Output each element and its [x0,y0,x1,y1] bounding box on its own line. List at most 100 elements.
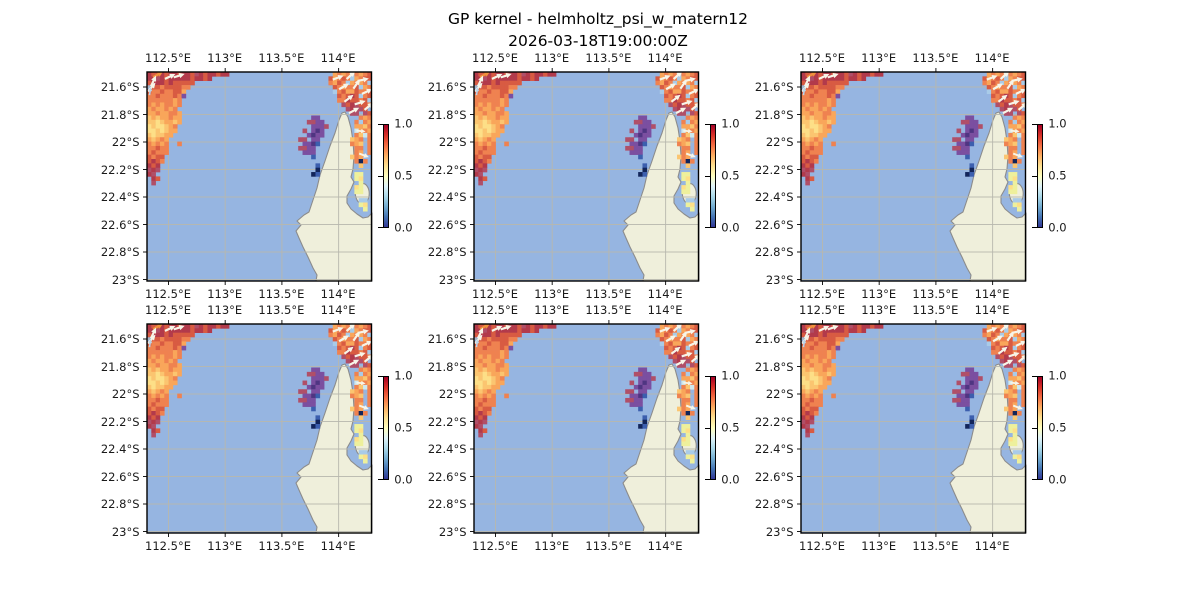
heatmap-cell [499,332,505,338]
heatmap-cell [345,341,350,347]
heatmap-cell [150,393,156,399]
heatmap-cell [826,371,832,377]
heatmap-cell [353,154,359,160]
heatmap-cell [477,371,483,377]
heatmap-cell [964,115,970,121]
heatmap-cell [672,337,677,342]
heatmap-cell [1007,345,1013,351]
heatmap-cell [473,376,479,381]
heatmap-cell [486,72,492,77]
heatmap-cell [168,376,173,381]
heatmap-cell [155,141,160,147]
y-tick-label: 22.2°S [100,162,140,177]
heatmap-cell [332,337,337,342]
heatmap-cell [473,80,479,86]
heatmap-cell [633,132,638,138]
heatmap-cell [680,411,686,416]
heatmap-cell [495,76,500,81]
heatmap-cell [349,137,355,142]
heatmap-cell [830,371,836,377]
heatmap-cell [685,411,690,416]
heatmap-cell [155,376,160,381]
heatmap-cell [1016,337,1022,342]
heatmap-cell [159,354,165,360]
y-tick-label: 22.6°S [100,217,140,232]
heatmap-cell [495,328,500,333]
heatmap-cell [155,106,160,112]
heatmap-cell [310,371,316,377]
heatmap-cell [1003,363,1009,368]
heatmap-cell [994,98,1000,103]
heatmap-cell [973,119,978,125]
y-tick-label: 22.8°S [754,497,794,511]
heatmap-cell [163,354,169,360]
heatmap-cell [680,424,686,429]
heatmap-cell [693,376,699,381]
heatmap-cell [1012,85,1017,90]
heatmap-cell [163,397,169,403]
heatmap-cell [830,393,836,399]
x-tick-label-bottom: 114°E [647,287,683,301]
heatmap-cell [366,128,372,134]
heatmap-cell [546,72,552,77]
heatmap-cell [486,145,492,151]
y-tick-label: 22°S [111,135,140,149]
heatmap-cell [1007,363,1013,368]
heatmap-cell [1012,367,1017,373]
x-tick-label-top: 113.5°E [258,303,305,317]
heatmap-cell [358,367,363,373]
heatmap-cell [362,354,368,360]
heatmap-cell [366,350,372,355]
heatmap-cell [809,163,814,168]
heatmap-cell [826,98,832,103]
heatmap-cell [809,393,814,399]
heatmap-cell [813,345,819,351]
colorbar-tick-label: 0.0 [721,220,740,235]
colorbar-tick-label: 0.0 [721,472,740,487]
subplot-panel-r2c1 [141,318,508,539]
heatmap-cell [168,358,173,364]
y-tick-label: 22.4°S [754,442,794,456]
heatmap-cell [680,89,686,95]
heatmap-cell [804,411,810,416]
heatmap-cell [349,76,355,81]
quiver-arrow-icon [1014,88,1026,95]
heatmap-cell [332,89,337,95]
heatmap-cell [482,345,487,351]
heatmap-cell [663,80,669,86]
heatmap-cell [629,393,634,399]
heatmap-cell [163,363,169,368]
heatmap-cell [964,124,970,129]
quiver-arrow-icon [149,75,156,87]
heatmap-cell [168,119,173,125]
heatmap-cell [964,406,970,412]
heatmap-cell [1007,137,1013,142]
heatmap-cell [310,137,316,142]
heatmap-cell [486,402,492,407]
heatmap-cell [336,98,342,103]
heatmap-cell [495,376,500,381]
heatmap-cell [477,128,483,134]
heatmap-cell [1020,328,1026,333]
heatmap-cell [473,163,479,168]
quiver-arrow-icon [679,79,687,90]
heatmap-cell [473,137,479,142]
heatmap-cell [964,367,970,373]
heatmap-cell [499,115,505,121]
heatmap-cell [689,337,695,342]
heatmap-cell [817,376,823,381]
heatmap-cell [1007,376,1013,381]
heatmap-cell [990,324,996,329]
heatmap-cell [817,145,823,151]
heatmap-cell [641,389,647,394]
heatmap-cell [353,389,359,394]
heatmap-cell [477,111,483,116]
heatmap-cell [685,145,690,151]
heatmap-cell [800,380,806,386]
heatmap-cell [194,328,199,333]
heatmap-cell [349,406,355,412]
heatmap-cell [685,180,690,186]
heatmap-cell [150,402,156,407]
heatmap-cell [856,324,862,329]
heatmap-cell [1020,389,1026,394]
